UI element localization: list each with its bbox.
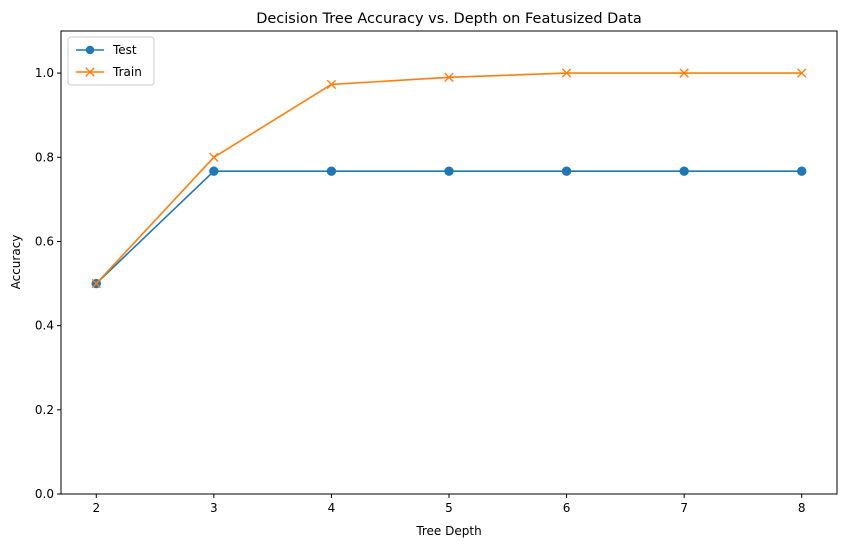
- y-tick-label: 0.2: [35, 403, 54, 417]
- y-tick-label: 0.6: [35, 234, 54, 248]
- legend-item-train: Train: [76, 65, 142, 79]
- legend-marker: [85, 45, 95, 55]
- x-axis-label: Tree Depth: [415, 524, 481, 538]
- data-point-test: [679, 166, 689, 176]
- legend-label: Test: [112, 43, 137, 57]
- data-point-train: [326, 79, 337, 90]
- data-point-test: [326, 166, 337, 176]
- data-point-test: [797, 166, 807, 176]
- y-tick-label: 0.0: [35, 487, 54, 501]
- x-tick-label: 6: [563, 501, 571, 515]
- legend-item-test: Test: [76, 43, 137, 57]
- x-tick-label: 3: [210, 501, 218, 515]
- x-tick-label: 2: [92, 501, 100, 515]
- x-axis: 2 3 4 5 6 7 8: [92, 494, 806, 515]
- series-layer: [91, 68, 807, 289]
- data-point-test: [444, 166, 454, 176]
- series-train: [91, 68, 807, 289]
- x-tick-label: 5: [445, 501, 453, 515]
- data-point-test: [561, 166, 572, 176]
- data-point-train: [797, 68, 807, 78]
- legend-marker: [85, 67, 95, 77]
- chart-title: Decision Tree Accuracy vs. Depth on Feat…: [256, 11, 642, 27]
- legend-label: Train: [112, 65, 142, 79]
- data-point-train: [444, 72, 454, 82]
- y-axis-label: Accuracy: [9, 235, 23, 290]
- x-tick-label: 8: [798, 501, 806, 515]
- x-tick-label: 7: [680, 501, 688, 515]
- y-axis: 0.0 0.2 0.4 0.6 0.8 1.0: [35, 66, 61, 501]
- legend: Test Train: [67, 36, 155, 86]
- y-tick-label: 1.0: [35, 66, 54, 80]
- data-point-test: [209, 166, 219, 176]
- plot-area: [60, 30, 838, 495]
- data-point-train: [561, 68, 572, 78]
- y-tick-label: 0.8: [35, 150, 54, 164]
- data-point-train: [209, 152, 219, 162]
- data-point-train: [679, 68, 689, 78]
- plot-frame: [60, 30, 838, 495]
- y-tick-label: 0.4: [35, 319, 54, 333]
- x-tick-label: 4: [328, 501, 336, 515]
- data-point-train: [91, 278, 101, 289]
- series-test: [91, 166, 807, 289]
